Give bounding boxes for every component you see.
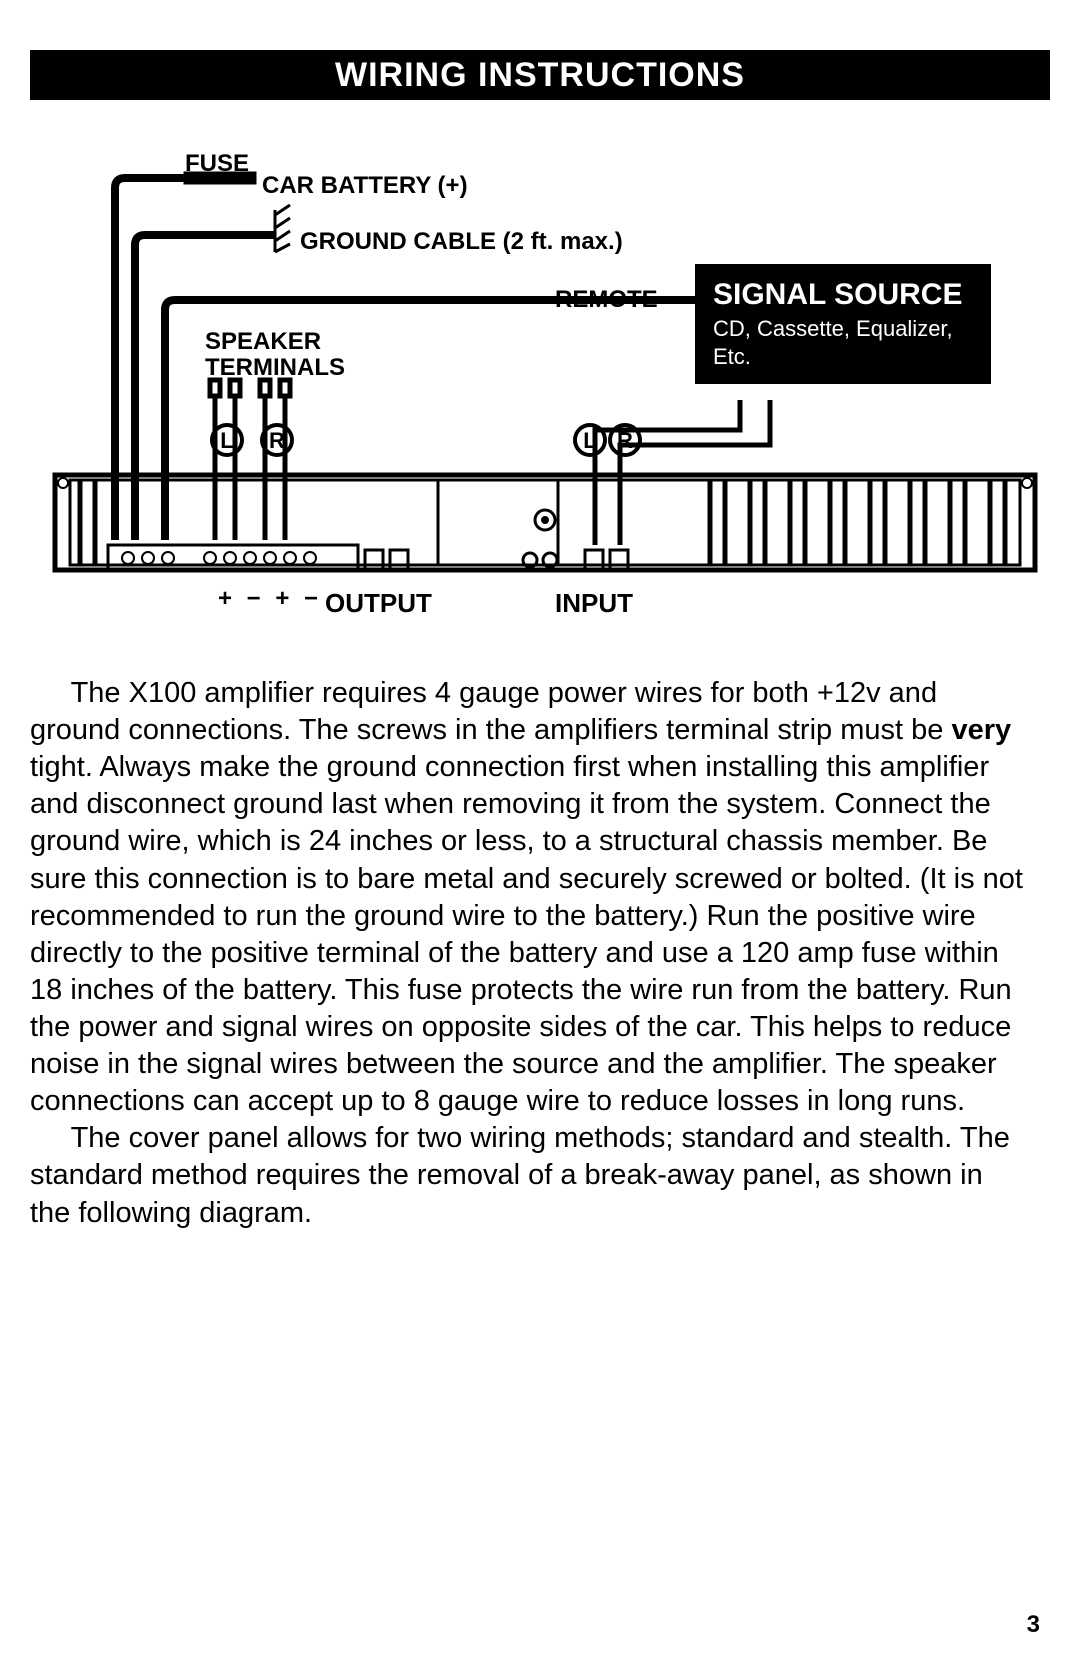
diagram-svg: L R L R bbox=[30, 140, 1050, 640]
page-number: 3 bbox=[1027, 1611, 1040, 1639]
para1-bold: very bbox=[951, 714, 1011, 746]
paragraph-1: The X100 amplifier requires 4 gauge powe… bbox=[30, 675, 1030, 1120]
body-text: The X100 amplifier requires 4 gauge powe… bbox=[30, 675, 1030, 1232]
label-r1: R bbox=[269, 428, 285, 453]
page-title: WIRING INSTRUCTIONS bbox=[335, 56, 745, 94]
wiring-diagram: FUSE CAR BATTERY (+) GROUND CABLE (2 ft.… bbox=[30, 140, 1050, 640]
para1-a: The X100 amplifier requires 4 gauge powe… bbox=[30, 677, 951, 746]
para1-b: tight. Always make the ground connection… bbox=[30, 751, 1023, 1117]
paragraph-2: The cover panel allows for two wiring me… bbox=[30, 1120, 1030, 1231]
page-title-banner: WIRING INSTRUCTIONS bbox=[30, 50, 1050, 100]
label-l2: L bbox=[583, 428, 596, 453]
label-l1: L bbox=[220, 428, 233, 453]
label-r2: R bbox=[617, 428, 633, 453]
